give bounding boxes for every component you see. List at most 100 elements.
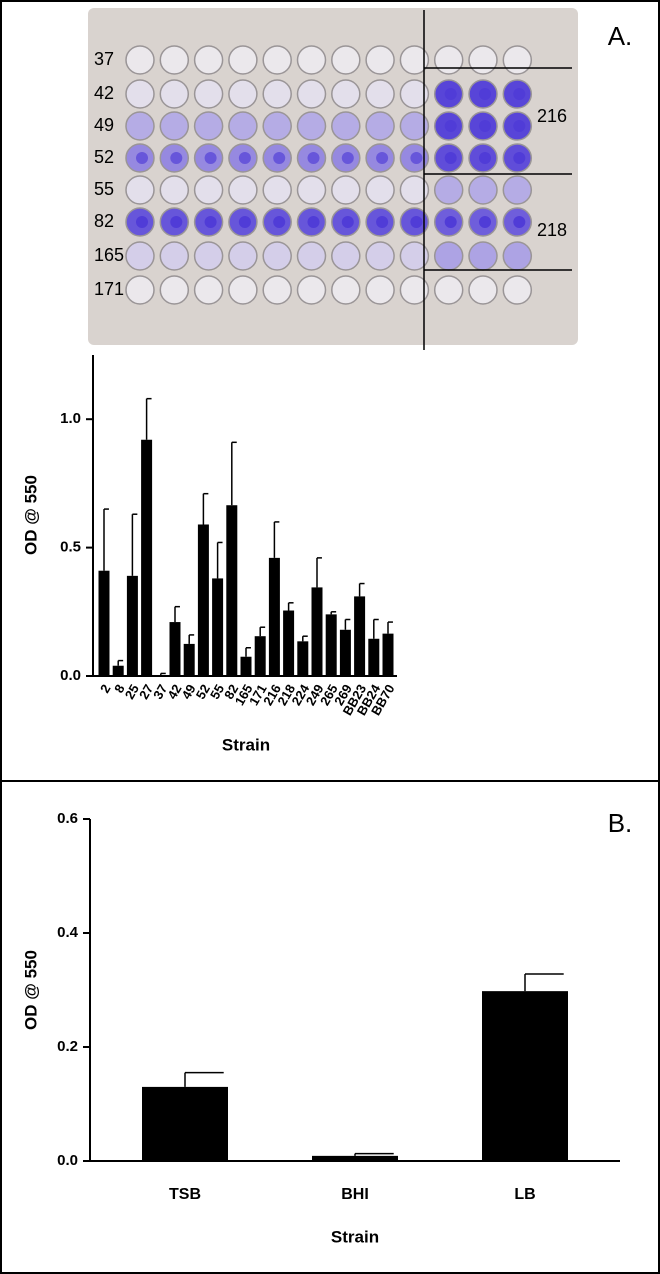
- well-center: [170, 152, 183, 164]
- bar: [126, 575, 138, 676]
- bar: [283, 610, 295, 676]
- well: [228, 275, 258, 305]
- well-center: [307, 216, 320, 228]
- well-center: [307, 152, 320, 164]
- well: [468, 275, 498, 305]
- well-center: [341, 216, 354, 228]
- well-center: [479, 152, 491, 164]
- well: [125, 111, 155, 141]
- row-label: 49: [94, 115, 114, 135]
- bar: [268, 557, 280, 676]
- row-label: 82: [94, 211, 114, 231]
- well-center: [341, 152, 354, 164]
- well: [159, 275, 190, 305]
- well: [193, 79, 224, 109]
- well-center: [410, 152, 423, 164]
- x-tick-label: 55: [207, 682, 227, 702]
- well: [193, 111, 224, 141]
- well-center: [273, 216, 286, 228]
- well: [262, 275, 292, 305]
- well-center: [479, 88, 491, 100]
- well-center: [513, 120, 526, 132]
- well: [262, 111, 292, 141]
- x-tick-label: 49: [179, 682, 199, 702]
- well: [125, 175, 155, 205]
- bar: [354, 596, 366, 676]
- well: [399, 241, 430, 271]
- well: [159, 111, 190, 141]
- y-tick-label: 0.0: [57, 1152, 78, 1169]
- well: [262, 45, 292, 75]
- row-label: 42: [94, 83, 114, 103]
- bar: [142, 1086, 228, 1161]
- well: [193, 175, 224, 205]
- well: [296, 45, 327, 75]
- x-tick-label: 82: [221, 682, 241, 702]
- well: [159, 175, 190, 205]
- x-tick-label: 42: [164, 682, 184, 702]
- x-axis-title: Strain: [331, 1227, 379, 1246]
- well: [399, 79, 430, 109]
- x-tick-label: 25: [122, 682, 142, 702]
- bar: [297, 641, 309, 676]
- well: [228, 241, 258, 271]
- well: [159, 45, 190, 75]
- well: [262, 79, 292, 109]
- bar: [212, 578, 224, 676]
- x-tick-label: TSB: [169, 1186, 201, 1203]
- well: [365, 275, 395, 305]
- well: [125, 45, 155, 75]
- x-tick-label: 52: [193, 682, 213, 702]
- bar: [368, 638, 380, 676]
- well: [228, 79, 258, 109]
- panel-label: B.: [608, 808, 633, 838]
- row-label: 55: [94, 179, 114, 199]
- x-tick-label: BHI: [341, 1186, 369, 1203]
- well-center: [513, 88, 526, 100]
- well-center: [136, 152, 148, 164]
- well: [502, 45, 533, 75]
- bar: [325, 614, 337, 676]
- well: [365, 45, 395, 75]
- well: [399, 45, 430, 75]
- bar: [169, 622, 181, 676]
- x-axis-title: Strain: [222, 735, 270, 754]
- bar: [254, 636, 266, 676]
- well-center: [513, 152, 526, 164]
- well: [159, 79, 190, 109]
- well: [125, 275, 155, 305]
- well: [502, 241, 533, 271]
- y-tick-label: 0.4: [57, 924, 79, 941]
- well: [365, 241, 395, 271]
- well: [399, 175, 430, 205]
- well: [125, 241, 155, 271]
- well: [502, 175, 533, 205]
- y-axis-title: OD @ 550: [21, 950, 40, 1030]
- plate-photo: 37 42 49 52 55 82 165 171: [88, 8, 578, 345]
- well: [296, 275, 327, 305]
- bar: [240, 656, 252, 676]
- well-center: [376, 152, 389, 164]
- well-center: [204, 152, 217, 164]
- well-center: [170, 216, 183, 228]
- well: [331, 241, 361, 271]
- well-center: [238, 216, 251, 228]
- well: [193, 45, 224, 75]
- well: [228, 45, 258, 75]
- well: [159, 241, 190, 271]
- bar: [339, 629, 351, 676]
- well-center: [204, 216, 217, 228]
- well: [365, 79, 395, 109]
- row-label: 37: [94, 49, 114, 69]
- well-center: [136, 216, 148, 228]
- well: [433, 45, 464, 75]
- bar: [155, 676, 167, 677]
- x-tick-label: 37: [150, 682, 170, 702]
- well: [399, 111, 430, 141]
- well: [228, 175, 258, 205]
- y-tick-label: 0.2: [57, 1038, 78, 1055]
- well: [399, 275, 430, 305]
- group-label: 218: [537, 220, 567, 240]
- bar: [311, 587, 323, 676]
